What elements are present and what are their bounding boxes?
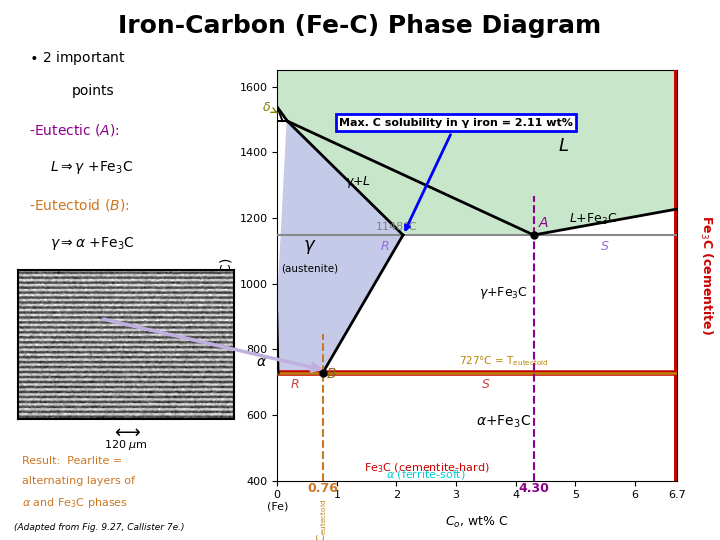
Text: $R$: $R$	[380, 240, 390, 253]
Text: $\alpha$ and Fe$_3$C phases: $\alpha$ and Fe$_3$C phases	[22, 496, 127, 510]
Text: Fe$_3$C (cementite): Fe$_3$C (cementite)	[698, 215, 714, 335]
Text: $S$: $S$	[600, 240, 610, 253]
Text: $\longleftrightarrow$: $\longleftrightarrow$	[111, 423, 141, 441]
Text: Result:  Pearlite =: Result: Pearlite =	[22, 456, 122, 467]
Text: $\alpha$ (ferrite-soft): $\alpha$ (ferrite-soft)	[387, 468, 466, 481]
Text: (austenite): (austenite)	[282, 264, 338, 274]
Text: Iron-Carbon (Fe-C) Phase Diagram: Iron-Carbon (Fe-C) Phase Diagram	[118, 14, 602, 37]
Text: C$_\mathrm{eutectoid}$: C$_\mathrm{eutectoid}$	[315, 498, 330, 540]
Text: $\alpha$+Fe$_3$C: $\alpha$+Fe$_3$C	[477, 413, 531, 430]
Text: $\gamma$+$L$: $\gamma$+$L$	[345, 174, 371, 190]
Text: -Eutectic ($A$):: -Eutectic ($A$):	[29, 122, 120, 138]
Text: $\bullet$ 2 important: $\bullet$ 2 important	[29, 49, 125, 66]
Polygon shape	[277, 121, 403, 373]
Text: -Eutectoid ($B$):: -Eutectoid ($B$):	[29, 197, 130, 213]
Text: $\gamma$: $\gamma$	[303, 239, 317, 256]
Text: Fe$_3$C (cementite-hard): Fe$_3$C (cementite-hard)	[364, 462, 489, 475]
Text: 120 $\mu$m: 120 $\mu$m	[104, 438, 148, 453]
Text: $L$: $L$	[558, 137, 569, 155]
Text: $L \Rightarrow \gamma$ +Fe$_3$C: $L \Rightarrow \gamma$ +Fe$_3$C	[50, 159, 134, 176]
Text: alternating layers of: alternating layers of	[22, 476, 135, 487]
Polygon shape	[277, 70, 677, 235]
Text: Max. C solubility in γ iron = 2.11 wt%: Max. C solubility in γ iron = 2.11 wt%	[339, 118, 573, 230]
Text: $A$: $A$	[539, 216, 549, 230]
Text: $S$: $S$	[481, 378, 491, 391]
Text: $L$+Fe$_3$C: $L$+Fe$_3$C	[569, 212, 618, 227]
Text: 727°C = T$_\mathrm{eutectoid}$: 727°C = T$_\mathrm{eutectoid}$	[459, 355, 549, 368]
Text: (Adapted from Fig. 9.27, Callister 7e.): (Adapted from Fig. 9.27, Callister 7e.)	[14, 523, 185, 532]
Text: 1148°C: 1148°C	[376, 222, 417, 232]
Text: 6.7: 6.7	[668, 490, 685, 500]
Text: $\delta$: $\delta$	[262, 101, 277, 114]
Text: $\alpha$: $\alpha$	[256, 355, 266, 369]
Text: 4.30: 4.30	[518, 482, 549, 495]
Text: $B$: $B$	[325, 367, 336, 381]
Text: points: points	[72, 84, 114, 98]
X-axis label: $C_o$, wt% C: $C_o$, wt% C	[445, 515, 509, 530]
Y-axis label: $T$(°C): $T$(°C)	[217, 257, 234, 294]
Text: $R$: $R$	[290, 378, 300, 391]
Text: 0.76: 0.76	[307, 482, 338, 495]
Text: $\gamma$+Fe$_3$C: $\gamma$+Fe$_3$C	[480, 286, 528, 301]
Text: $\gamma \Rightarrow \alpha$ +Fe$_3$C: $\gamma \Rightarrow \alpha$ +Fe$_3$C	[50, 235, 135, 252]
